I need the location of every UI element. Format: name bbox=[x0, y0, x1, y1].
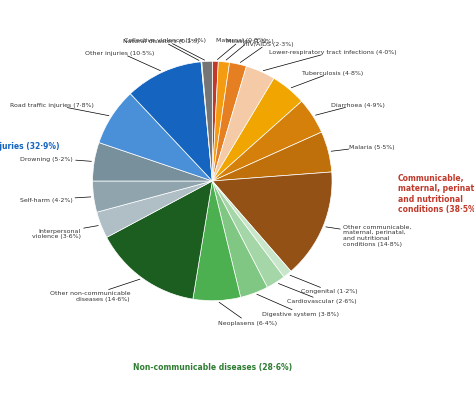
Wedge shape bbox=[201, 63, 212, 181]
Text: HIV/AIDS (2·3%): HIV/AIDS (2·3%) bbox=[240, 41, 293, 63]
Text: Road traffic injuries (7·8%): Road traffic injuries (7·8%) bbox=[9, 103, 109, 116]
Wedge shape bbox=[212, 67, 274, 181]
Text: Other injuries (10·5%): Other injuries (10·5%) bbox=[85, 51, 161, 72]
Wedge shape bbox=[202, 62, 212, 181]
Wedge shape bbox=[97, 181, 212, 238]
Text: Injuries (32·9%): Injuries (32·9%) bbox=[0, 141, 59, 150]
Text: Malaria (5·5%): Malaria (5·5%) bbox=[331, 145, 395, 152]
Wedge shape bbox=[92, 181, 212, 213]
Text: Collective violence (1·4%): Collective violence (1·4%) bbox=[124, 38, 206, 61]
Wedge shape bbox=[212, 173, 332, 272]
Wedge shape bbox=[212, 62, 229, 181]
Wedge shape bbox=[212, 181, 291, 277]
Wedge shape bbox=[212, 133, 332, 181]
Wedge shape bbox=[212, 181, 267, 298]
Text: Maternal (0·8%): Maternal (0·8%) bbox=[216, 38, 266, 60]
Text: Natural disasters (0·1%): Natural disasters (0·1%) bbox=[123, 39, 200, 61]
Wedge shape bbox=[212, 181, 284, 288]
Wedge shape bbox=[107, 181, 212, 299]
Text: Interpersonal
violence (3·6%): Interpersonal violence (3·6%) bbox=[32, 226, 98, 239]
Wedge shape bbox=[92, 143, 212, 181]
Text: Diarrhoea (4·9%): Diarrhoea (4·9%) bbox=[316, 102, 385, 116]
Wedge shape bbox=[99, 94, 212, 181]
Wedge shape bbox=[130, 63, 212, 181]
Wedge shape bbox=[212, 62, 219, 181]
Text: Measles (1·5%): Measles (1·5%) bbox=[226, 39, 274, 61]
Text: Tuberculosis (4·8%): Tuberculosis (4·8%) bbox=[291, 70, 364, 89]
Wedge shape bbox=[193, 181, 241, 301]
Text: Non-communicable diseases (28·6%): Non-communicable diseases (28·6%) bbox=[133, 362, 292, 371]
Text: Congenital (1·2%): Congenital (1·2%) bbox=[290, 275, 357, 294]
Wedge shape bbox=[212, 79, 301, 181]
Text: Other non-communicable
diseases (14·6%): Other non-communicable diseases (14·6%) bbox=[49, 279, 140, 301]
Text: Drowning (5·2%): Drowning (5·2%) bbox=[20, 156, 91, 162]
Text: Self-harm (4·2%): Self-harm (4·2%) bbox=[19, 197, 91, 202]
Text: Lower-respiratory tract infections (4·0%): Lower-respiratory tract infections (4·0%… bbox=[263, 50, 397, 72]
Text: Other communicable,
maternal, perinatal,
and nutritional
conditions (14·8%): Other communicable, maternal, perinatal,… bbox=[326, 224, 411, 246]
Wedge shape bbox=[212, 63, 246, 181]
Wedge shape bbox=[212, 102, 321, 181]
Text: Digestive system (3·8%): Digestive system (3·8%) bbox=[257, 294, 339, 316]
Text: Communicable,
maternal, perinatal,
and nutritional
conditions (38·5%): Communicable, maternal, perinatal, and n… bbox=[398, 173, 474, 213]
Text: Cardiovascular (2·6%): Cardiovascular (2·6%) bbox=[278, 284, 357, 303]
Text: Neoplasens (6·4%): Neoplasens (6·4%) bbox=[218, 303, 277, 325]
